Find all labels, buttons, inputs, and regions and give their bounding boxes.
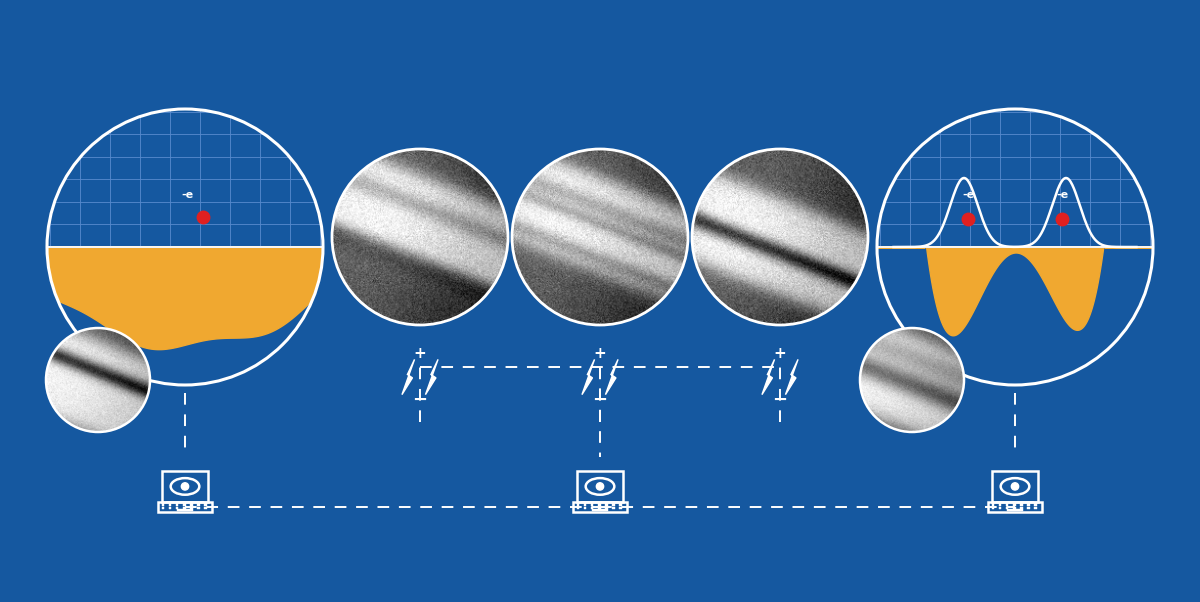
FancyBboxPatch shape [190, 507, 193, 509]
Text: −: − [773, 391, 787, 409]
Text: +: + [774, 346, 786, 361]
Circle shape [47, 109, 323, 385]
FancyBboxPatch shape [576, 507, 580, 509]
FancyBboxPatch shape [619, 507, 622, 509]
FancyBboxPatch shape [583, 507, 587, 509]
FancyBboxPatch shape [197, 503, 199, 506]
Text: -e: -e [181, 190, 193, 200]
FancyBboxPatch shape [175, 503, 179, 506]
FancyBboxPatch shape [991, 503, 995, 506]
FancyBboxPatch shape [1027, 503, 1030, 506]
FancyBboxPatch shape [605, 507, 607, 509]
FancyBboxPatch shape [162, 503, 164, 506]
Polygon shape [762, 359, 774, 395]
FancyBboxPatch shape [583, 503, 587, 506]
FancyBboxPatch shape [1020, 507, 1022, 509]
FancyBboxPatch shape [1027, 507, 1030, 509]
FancyBboxPatch shape [1007, 509, 1022, 510]
FancyBboxPatch shape [204, 503, 206, 506]
FancyBboxPatch shape [178, 509, 193, 510]
FancyBboxPatch shape [612, 503, 614, 506]
Polygon shape [606, 359, 618, 395]
Text: −: − [593, 391, 607, 409]
FancyBboxPatch shape [1006, 503, 1008, 506]
FancyBboxPatch shape [612, 507, 614, 509]
FancyBboxPatch shape [182, 507, 186, 509]
FancyBboxPatch shape [576, 503, 580, 506]
FancyBboxPatch shape [169, 503, 172, 506]
Circle shape [596, 483, 604, 490]
FancyBboxPatch shape [1013, 507, 1015, 509]
FancyBboxPatch shape [998, 503, 1001, 506]
Circle shape [1012, 483, 1019, 490]
Polygon shape [426, 359, 438, 395]
Text: +: + [594, 346, 606, 361]
FancyBboxPatch shape [991, 507, 995, 509]
FancyBboxPatch shape [190, 503, 193, 506]
Polygon shape [582, 359, 594, 395]
Circle shape [181, 483, 188, 490]
FancyBboxPatch shape [598, 503, 600, 506]
Text: -e: -e [962, 190, 974, 200]
FancyBboxPatch shape [1006, 507, 1008, 509]
FancyBboxPatch shape [169, 507, 172, 509]
FancyBboxPatch shape [1020, 503, 1022, 506]
FancyBboxPatch shape [182, 503, 186, 506]
FancyBboxPatch shape [590, 507, 594, 509]
Polygon shape [786, 359, 798, 395]
FancyBboxPatch shape [204, 507, 206, 509]
FancyBboxPatch shape [998, 507, 1001, 509]
FancyBboxPatch shape [590, 503, 594, 506]
Text: −: − [413, 391, 427, 409]
Circle shape [877, 109, 1153, 385]
Polygon shape [402, 359, 414, 395]
Text: -e: -e [1056, 190, 1068, 200]
FancyBboxPatch shape [197, 507, 199, 509]
FancyBboxPatch shape [598, 507, 600, 509]
FancyBboxPatch shape [619, 503, 622, 506]
FancyBboxPatch shape [605, 503, 607, 506]
FancyBboxPatch shape [1034, 507, 1037, 509]
FancyBboxPatch shape [162, 507, 164, 509]
FancyBboxPatch shape [1013, 503, 1015, 506]
FancyBboxPatch shape [175, 507, 179, 509]
Text: +: + [414, 346, 426, 361]
FancyBboxPatch shape [593, 509, 607, 510]
FancyBboxPatch shape [1034, 503, 1037, 506]
